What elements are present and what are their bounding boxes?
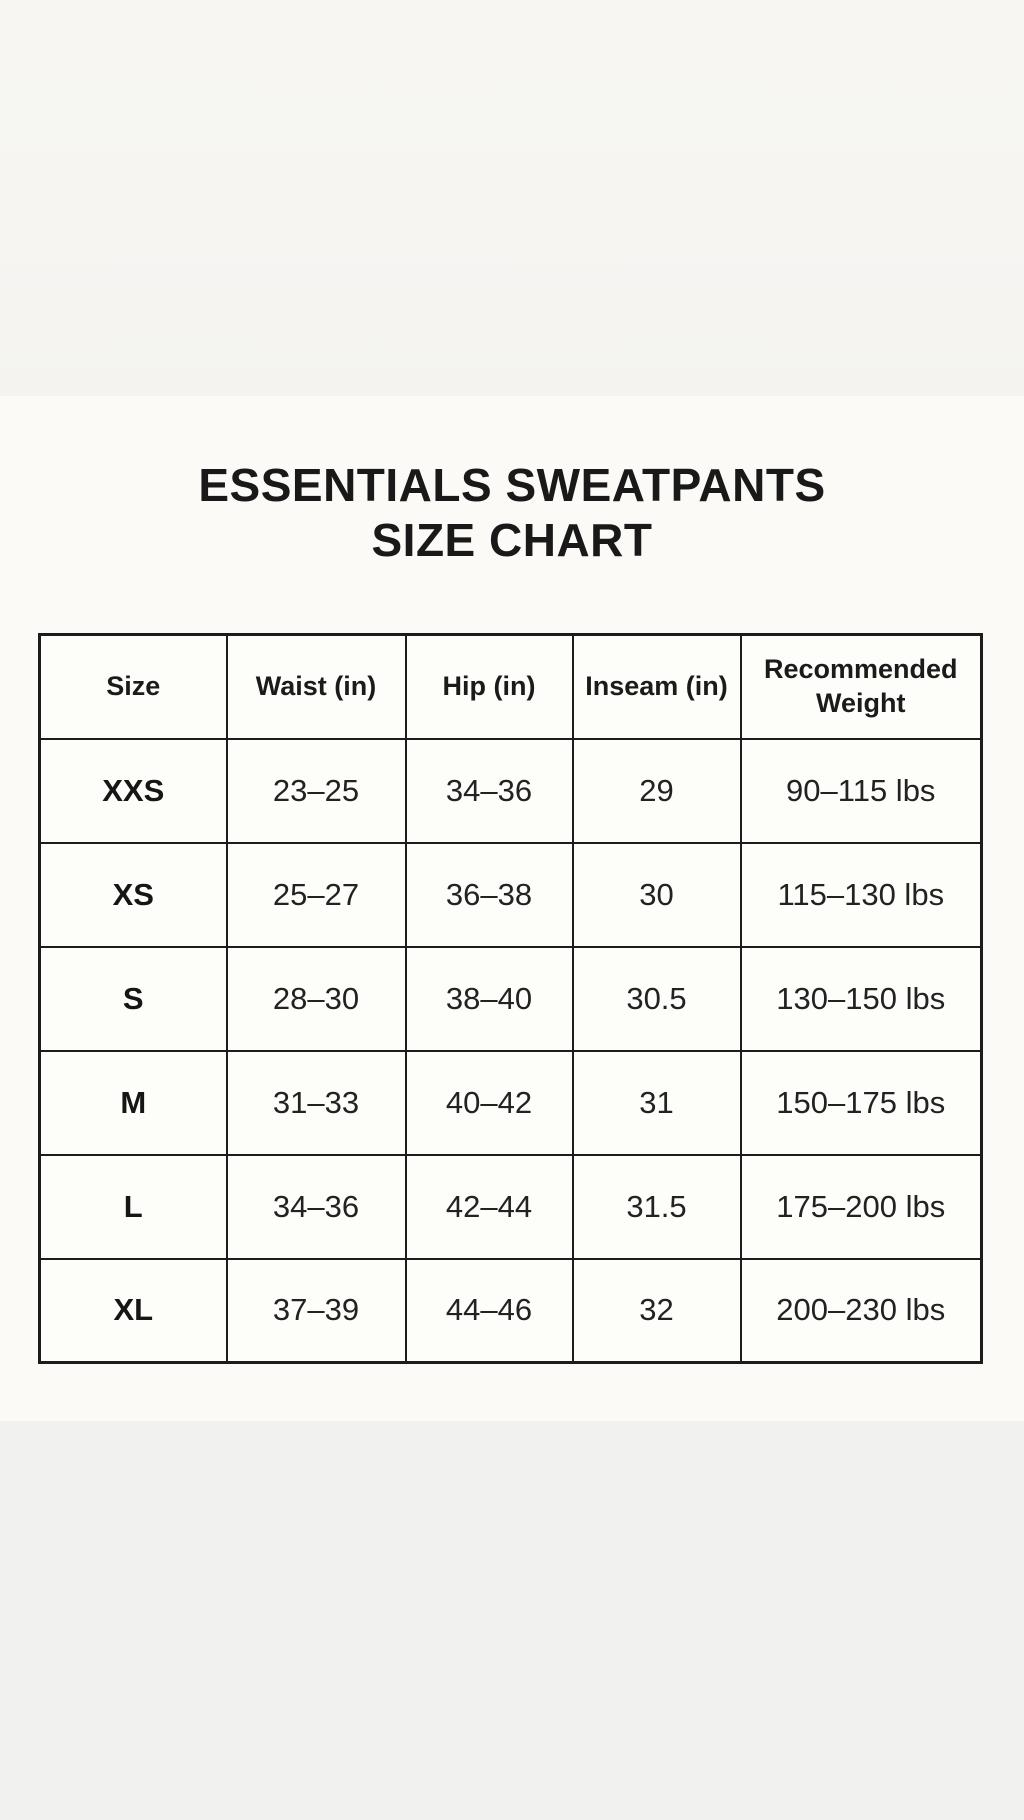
table-row-l: L 34–36 42–44 31.5 175–200 lbs bbox=[38, 1153, 983, 1260]
cell-xxs-weight: 90–115 lbs bbox=[739, 737, 983, 844]
bottom-background-band bbox=[0, 1421, 1024, 1820]
cell-l-waist: 34–36 bbox=[225, 1153, 407, 1260]
cell-xs-weight: 115–130 lbs bbox=[739, 841, 983, 948]
header-cell-size: Size bbox=[38, 633, 228, 740]
cell-xxs-waist: 23–25 bbox=[225, 737, 407, 844]
page-title: ESSENTIALS SWEATPANTS SIZE CHART bbox=[0, 458, 1024, 568]
cell-m-size: M bbox=[38, 1049, 228, 1156]
cell-s-inseam: 30.5 bbox=[571, 945, 742, 1052]
cell-s-size: S bbox=[38, 945, 228, 1052]
cell-l-size: L bbox=[38, 1153, 228, 1260]
table-row-m: M 31–33 40–42 31 150–175 lbs bbox=[38, 1049, 983, 1156]
cell-m-waist: 31–33 bbox=[225, 1049, 407, 1156]
header-cell-weight: Recommended Weight bbox=[739, 633, 983, 740]
header-cell-waist: Waist (in) bbox=[225, 633, 407, 740]
cell-xl-waist: 37–39 bbox=[225, 1257, 407, 1364]
cell-l-inseam: 31.5 bbox=[571, 1153, 742, 1260]
cell-l-weight: 175–200 lbs bbox=[739, 1153, 983, 1260]
cell-s-weight: 130–150 lbs bbox=[739, 945, 983, 1052]
cell-xs-inseam: 30 bbox=[571, 841, 742, 948]
cell-xxs-size: XXS bbox=[38, 737, 228, 844]
cell-xl-size: XL bbox=[38, 1257, 228, 1364]
page-title-line1: ESSENTIALS SWEATPANTS bbox=[198, 459, 826, 511]
cell-m-inseam: 31 bbox=[571, 1049, 742, 1156]
table-header-row: Size Waist (in) Hip (in) Inseam (in) Rec… bbox=[38, 633, 983, 740]
cell-m-weight: 150–175 lbs bbox=[739, 1049, 983, 1156]
cell-xxs-hip: 34–36 bbox=[404, 737, 574, 844]
table-row-xs: XS 25–27 36–38 30 115–130 lbs bbox=[38, 841, 983, 948]
cell-xxs-inseam: 29 bbox=[571, 737, 742, 844]
cell-s-waist: 28–30 bbox=[225, 945, 407, 1052]
size-chart-table: Size Waist (in) Hip (in) Inseam (in) Rec… bbox=[38, 633, 983, 1364]
header-cell-inseam: Inseam (in) bbox=[571, 633, 742, 740]
cell-xl-hip: 44–46 bbox=[404, 1257, 574, 1364]
top-background-band bbox=[0, 0, 1024, 396]
cell-s-hip: 38–40 bbox=[404, 945, 574, 1052]
cell-m-hip: 40–42 bbox=[404, 1049, 574, 1156]
table-row-xl: XL 37–39 44–46 32 200–230 lbs bbox=[38, 1257, 983, 1364]
cell-xl-weight: 200–230 lbs bbox=[739, 1257, 983, 1364]
cell-l-hip: 42–44 bbox=[404, 1153, 574, 1260]
cell-xs-size: XS bbox=[38, 841, 228, 948]
table-row-s: S 28–30 38–40 30.5 130–150 lbs bbox=[38, 945, 983, 1052]
cell-xs-waist: 25–27 bbox=[225, 841, 407, 948]
page-title-line2: SIZE CHART bbox=[371, 514, 653, 567]
cell-xs-hip: 36–38 bbox=[404, 841, 574, 948]
header-cell-hip: Hip (in) bbox=[404, 633, 574, 740]
table-row-xxs: XXS 23–25 34–36 29 90–115 lbs bbox=[38, 737, 983, 844]
cell-xl-inseam: 32 bbox=[571, 1257, 742, 1364]
content-area: ESSENTIALS SWEATPANTS SIZE CHART Size Wai… bbox=[0, 396, 1024, 1364]
